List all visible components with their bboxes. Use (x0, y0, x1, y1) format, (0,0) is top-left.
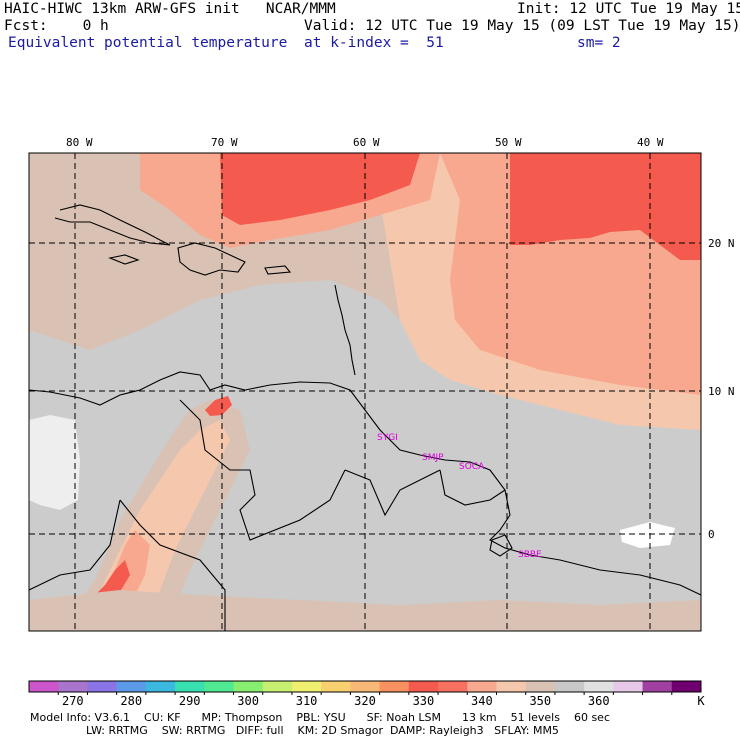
venezuela-border (179, 399, 346, 541)
puerto-rico-coast (264, 265, 292, 275)
colorbar-label: 320 (354, 694, 376, 708)
lon-label-80w: 80 W (66, 136, 93, 149)
colorbar-swatch (584, 681, 614, 692)
lon-label-50w: 50 W (495, 136, 522, 149)
lat-label-0: 0 (708, 528, 715, 541)
model-info-line1: Model Info: V3.6.1 CU: KF MP: Thompson P… (30, 711, 610, 724)
colorbar-swatch (58, 681, 88, 692)
colorbar-label: 350 (529, 694, 552, 708)
model-title: HAIC-HIWC 13km ARW-GFS init NCAR/MMM (4, 1, 336, 17)
colorbar-label: 290 (178, 694, 201, 708)
lon-label-70w: 70 W (211, 136, 238, 149)
colorbar-swatch (87, 681, 118, 692)
south-america-north-coast (29, 371, 701, 596)
colorbar-frame (28, 680, 702, 693)
forecast-hour: Fcst: 0 h (4, 18, 109, 34)
colorbar-swatch (175, 681, 205, 692)
colorbar-label: 300 (237, 694, 259, 708)
smoothing: sm= 2 (577, 35, 621, 51)
colorbar-label: 310 (295, 694, 318, 708)
peru-border (29, 499, 121, 591)
map-frame (28, 152, 702, 632)
colorbar-swatch (642, 681, 673, 692)
lesser-antilles (334, 284, 356, 376)
lon-labels: 80 W 70 W 60 W 50 W 40 W (66, 136, 664, 149)
station-soca: SOCA (459, 462, 485, 472)
lon-label-40w: 40 W (637, 136, 664, 149)
lat-lon-grid (29, 153, 701, 631)
field-name: Equivalent potential temperature (8, 35, 288, 51)
lat-label-10n: 10 N (708, 385, 735, 398)
colorbar-swatch (554, 681, 585, 692)
colorbar-swatch (29, 681, 59, 692)
valid-time: Valid: 12 UTC Tue 19 May 15 (09 LST Tue … (304, 18, 740, 34)
station-sygi: SYGI (377, 433, 398, 443)
level-index: at k-index = 51 (304, 35, 444, 51)
coastlines-borders (29, 204, 701, 631)
hispaniola-coast (177, 242, 246, 276)
colorbar-swatch (438, 681, 468, 692)
colorbar-swatch (613, 681, 644, 692)
field-red-ne (510, 153, 701, 260)
suriname-border (439, 469, 506, 506)
model-info-line2: LW: RRTMG SW: RRTMG DIFF: full KM: 2D Sm… (30, 724, 559, 737)
colorbar-swatch (145, 681, 176, 692)
colorbar-swatch (408, 681, 439, 692)
field-red-maracaibo (205, 396, 232, 416)
colorbar-swatch (525, 681, 556, 692)
cuba-coast (54, 204, 171, 246)
colorbar-swatch (671, 681, 702, 692)
jamaica-coast (108, 254, 140, 265)
colorbar-unit: K (697, 694, 705, 708)
field-light-se (620, 522, 675, 548)
field-red-north (220, 153, 420, 225)
colorbar (28, 680, 702, 695)
field-light-west (29, 415, 80, 510)
brazil-colombia-border (119, 499, 226, 631)
station-smjp: SMJP (422, 453, 444, 463)
colorbar-swatch (204, 681, 235, 692)
station-sbbe: SBBE (518, 550, 542, 560)
lat-label-20n: 20 N (708, 237, 735, 250)
colorbar-label: 330 (412, 694, 435, 708)
colorbar-label: 280 (120, 694, 143, 708)
colorbar-swatch (467, 681, 497, 692)
colorbar-swatch (496, 681, 527, 692)
guyana-border (344, 469, 441, 517)
station-labels: SYGI SMJP SOCA SBBE (377, 433, 542, 560)
colorbar-swatch (262, 681, 293, 692)
colorbar-swatch (291, 681, 322, 692)
init-time: Init: 12 UTC Tue 19 May 15 (517, 1, 740, 17)
lat-labels: 20 N 10 N 0 (708, 237, 735, 541)
lon-label-60w: 60 W (353, 136, 380, 149)
marajo-island (489, 534, 513, 557)
colorbar-swatch (350, 681, 381, 692)
colorbar-swatch (233, 681, 264, 692)
colorbar-swatch (116, 681, 147, 692)
colorbar-swatch (379, 681, 410, 692)
field-tan-south (29, 590, 701, 631)
colorbar-label: 340 (471, 694, 493, 708)
colorbar-label: 270 (61, 694, 84, 708)
colorbar-label: 360 (587, 694, 610, 708)
colorbar-swatch (321, 681, 351, 692)
